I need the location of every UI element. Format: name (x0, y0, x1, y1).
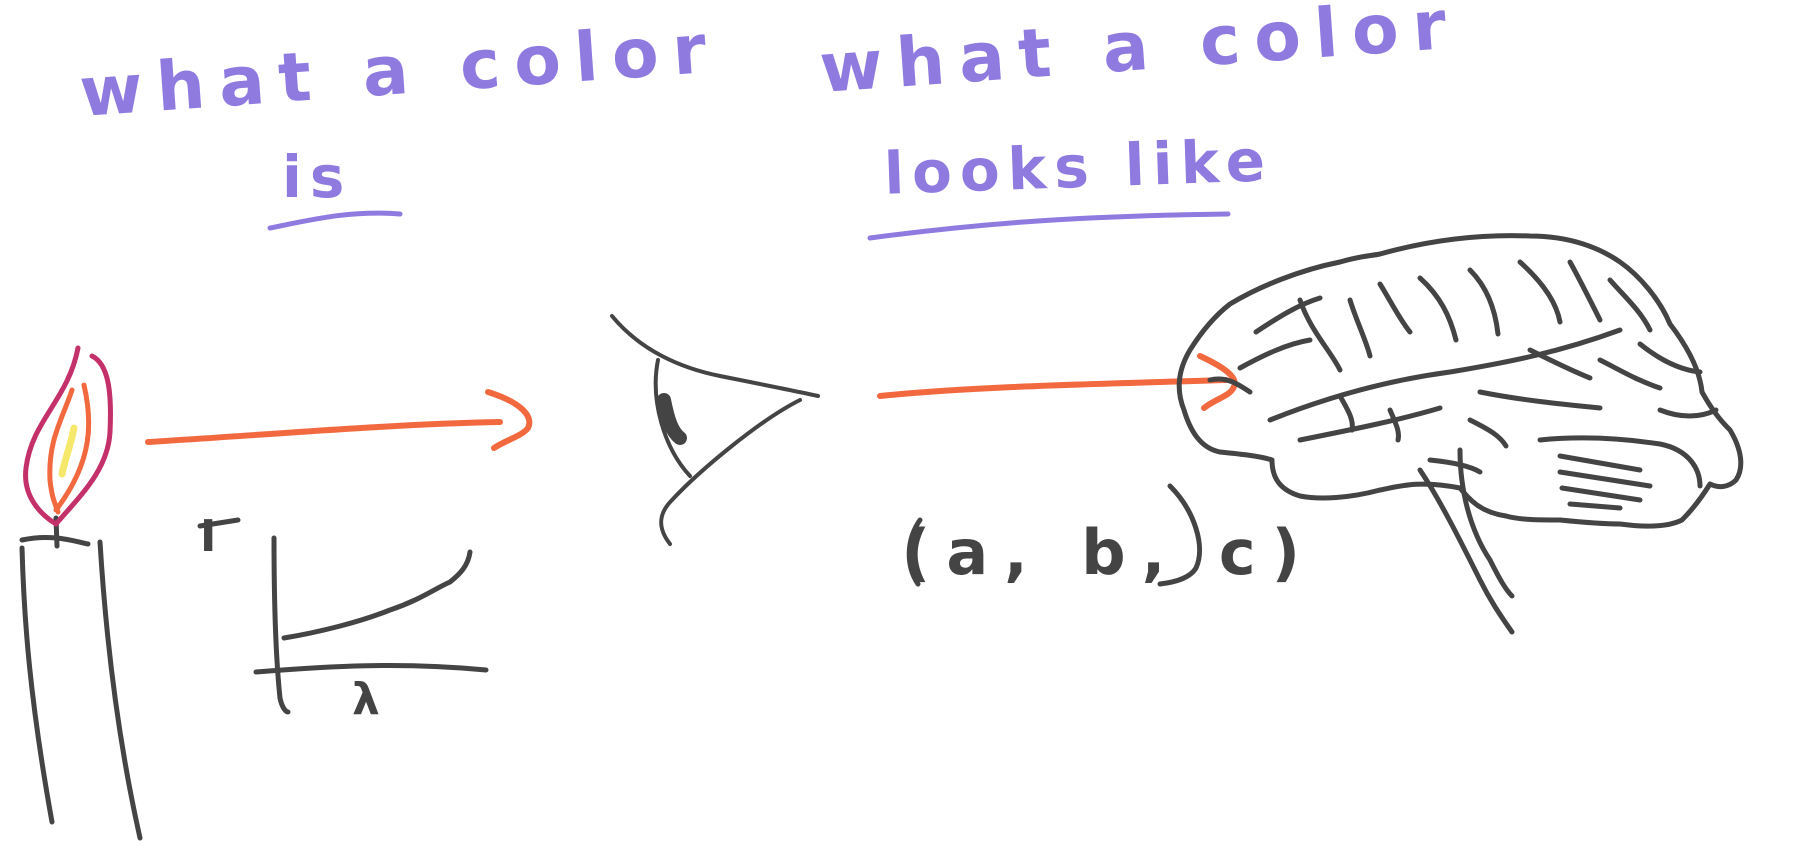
spectrum-graph (197, 517, 489, 715)
brain-icon (1176, 233, 1744, 635)
perceived-color-triple: (a, b, c) (902, 516, 1316, 589)
title-left-underline (267, 210, 403, 231)
title-right-underline (867, 211, 1231, 241)
wavelength-axis-label: λ (352, 674, 380, 725)
arrow-right-icon (877, 353, 1238, 411)
triple-left-paren (906, 517, 923, 587)
graph-y-axis (271, 535, 291, 715)
graph-x-axis (253, 663, 489, 675)
eye-icon (610, 314, 820, 546)
arrow-right-icon (145, 389, 533, 451)
graph-y-axis-cap (197, 517, 241, 529)
triple-right-paren (1157, 483, 1202, 587)
spectrum-curve (281, 549, 473, 641)
candle-icon (19, 515, 143, 841)
flame-icon (23, 345, 113, 527)
title-left-line2: is (282, 143, 353, 211)
